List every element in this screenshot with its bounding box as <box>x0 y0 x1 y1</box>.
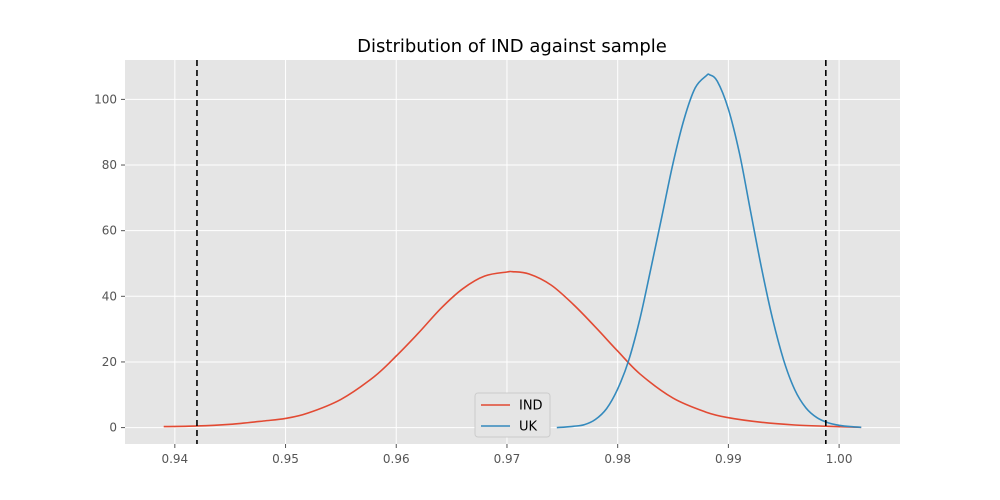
y-tick-label: 100 <box>94 92 117 106</box>
plot-area <box>125 60 900 444</box>
chart-title: Distribution of IND against sample <box>357 36 667 57</box>
y-tick-label: 60 <box>102 224 117 238</box>
x-tick-label: 1.00 <box>826 452 853 466</box>
y-tick-label: 0 <box>109 421 117 435</box>
grid-lines <box>125 60 900 444</box>
x-tick-label: 0.97 <box>494 452 521 466</box>
series-line-ind <box>163 270 862 429</box>
series-line-uk <box>556 73 862 429</box>
y-axis: 0 20 40 60 80 100 <box>94 92 125 435</box>
x-tick-label: 0.98 <box>604 452 631 466</box>
legend-label-ind: IND <box>519 399 543 414</box>
x-tick-label: 0.95 <box>272 452 299 466</box>
y-tick-label: 80 <box>102 158 117 172</box>
y-tick-label: 40 <box>102 289 117 303</box>
x-tick-label: 0.94 <box>161 452 188 466</box>
series-group <box>163 73 862 429</box>
x-tick-label: 0.99 <box>715 452 742 466</box>
legend: IND UK <box>474 392 551 438</box>
x-tick-label: 0.96 <box>383 452 410 466</box>
legend-label-uk: UK <box>519 420 538 435</box>
y-tick-label: 20 <box>102 355 117 369</box>
reference-lines <box>196 60 827 444</box>
x-axis: 0.94 0.95 0.96 0.97 0.98 0.99 1.00 <box>161 444 852 466</box>
